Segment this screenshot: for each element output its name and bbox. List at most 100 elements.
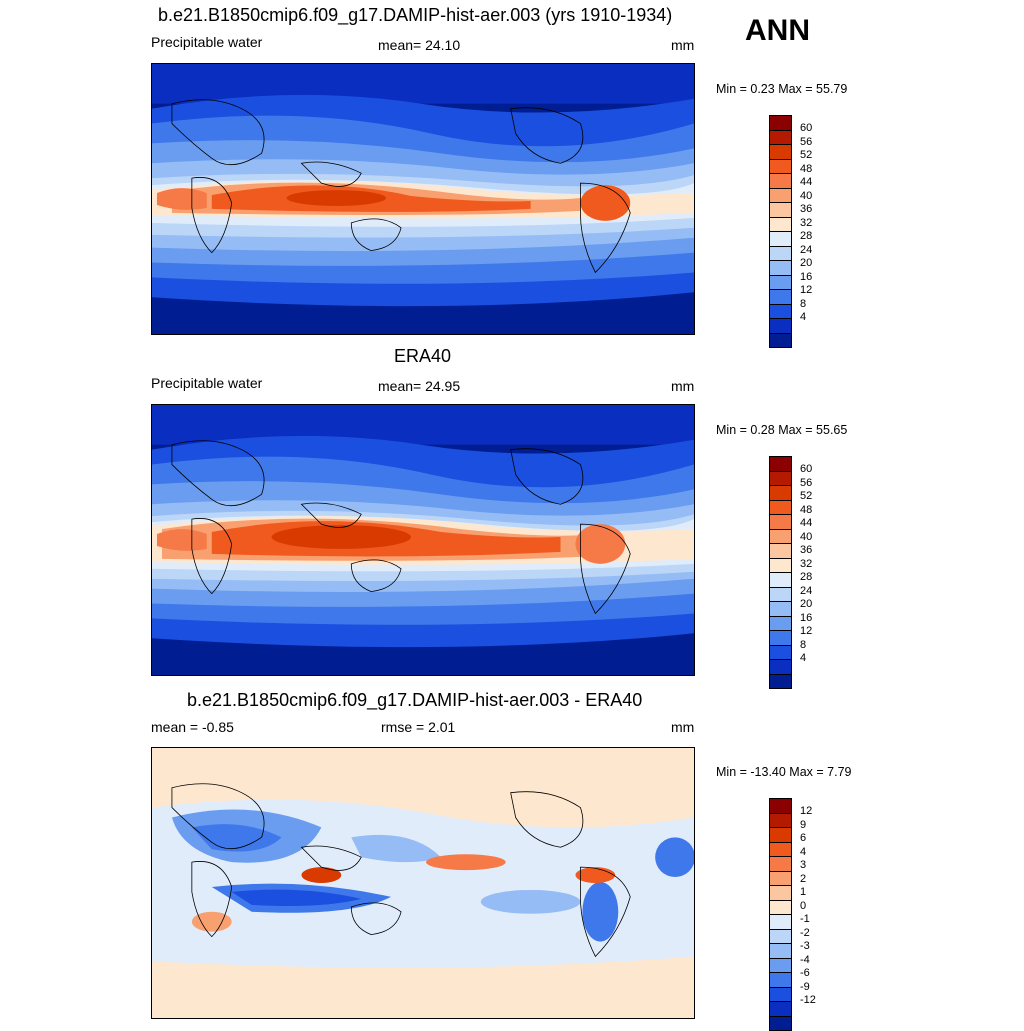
panel3-colorbar-label: -9 bbox=[800, 980, 810, 993]
panel3-colorbar-swatch bbox=[770, 957, 791, 972]
panel2-colorbar-swatch bbox=[770, 557, 791, 572]
panel1-colorbar-swatch bbox=[770, 144, 791, 159]
panel3-colorbar-label: -2 bbox=[800, 926, 810, 939]
panel2-colorbar-label: 8 bbox=[800, 638, 807, 651]
panel2-colorbar-swatch bbox=[770, 630, 791, 645]
panel2-map bbox=[151, 404, 695, 676]
panel2-colorbar-swatch bbox=[770, 586, 791, 601]
panel2-colorbar-swatch bbox=[770, 659, 791, 674]
panel1-field-plot bbox=[152, 64, 694, 334]
panel3-mean: mean = -0.85 bbox=[151, 719, 234, 735]
panel1-colorbar-swatch bbox=[770, 158, 791, 173]
panel1-colorbar-label: 44 bbox=[800, 176, 813, 188]
panel2-colorbar-label: 16 bbox=[800, 611, 813, 624]
panel2-colorbar-swatch bbox=[770, 485, 791, 500]
panel1-colorbar-swatch bbox=[770, 116, 791, 130]
panel3-colorbar-label: -6 bbox=[800, 967, 810, 979]
panel1-colorbar-swatch bbox=[770, 202, 791, 217]
panel1-colorbar bbox=[769, 115, 792, 348]
panel3-colorbar-swatch bbox=[770, 841, 791, 856]
panel3-colorbar-label: 4 bbox=[800, 845, 807, 858]
panel1-colorbar-label: 40 bbox=[800, 189, 813, 202]
panel2-colorbar-label: 44 bbox=[800, 517, 813, 529]
panel3-title: b.e21.B1850cmip6.f09_g17.DAMIP-hist-aer.… bbox=[187, 690, 643, 710]
panel2-colorbar-swatch bbox=[770, 601, 791, 616]
panel3-colorbar-swatch bbox=[770, 885, 791, 900]
panel2-colorbar-label: 20 bbox=[800, 598, 813, 610]
panel2-colorbar-swatch bbox=[770, 543, 791, 558]
panel3-colorbar-swatch bbox=[770, 899, 791, 914]
panel2-title: ERA40 bbox=[394, 346, 452, 366]
panel3-colorbar-label: -3 bbox=[800, 940, 810, 952]
panel2-colorbar-label: 24 bbox=[800, 584, 813, 597]
panel3-colorbar-swatch bbox=[770, 986, 791, 1001]
panel1-colorbar-label: 12 bbox=[800, 284, 813, 296]
panel3-colorbar-swatch bbox=[770, 799, 791, 813]
panel1-colorbar-swatch bbox=[770, 173, 791, 188]
panel3-colorbar-label: 2 bbox=[800, 872, 807, 885]
panel2-colorbar bbox=[769, 456, 792, 689]
panel2-colorbar-label: 48 bbox=[800, 503, 813, 516]
panel2-colorbar-swatch bbox=[770, 499, 791, 514]
panel2-colorbar-swatch bbox=[770, 470, 791, 485]
panel1-colorbar-label: 36 bbox=[800, 203, 813, 215]
panel1-minmax: Min = 0.23 Max = 55.79 bbox=[716, 82, 848, 96]
panel3-colorbar-label: 6 bbox=[800, 832, 807, 844]
panel3-colorbar-label: 0 bbox=[800, 899, 807, 912]
panel3-colorbar-swatch bbox=[770, 928, 791, 943]
panel1-title: b.e21.B1850cmip6.f09_g17.DAMIP-hist-aer.… bbox=[158, 5, 673, 25]
panel3-colorbar-swatch bbox=[770, 827, 791, 842]
panel3-colorbar-swatch bbox=[770, 943, 791, 958]
panel2-colorbar-label: 36 bbox=[800, 544, 813, 556]
panel1-colorbar-label: 32 bbox=[800, 216, 813, 229]
panel3-colorbar-swatch bbox=[770, 1015, 791, 1030]
panel1-variable-label: Precipitable water bbox=[151, 34, 263, 50]
panel2-colorbar-swatch bbox=[770, 644, 791, 659]
panel3-diff-plot bbox=[152, 748, 694, 1018]
panel2-colorbar-label: 4 bbox=[800, 652, 807, 664]
panel2-colorbar-label: 40 bbox=[800, 530, 813, 543]
panel1-colorbar-swatch bbox=[770, 216, 791, 231]
panel2-colorbar-label: 60 bbox=[800, 463, 813, 475]
panel2-colorbar-label: 32 bbox=[800, 557, 813, 570]
panel2-colorbar-swatch bbox=[770, 528, 791, 543]
panel3-colorbar-label: -12 bbox=[800, 994, 816, 1006]
panel3-rmse: rmse = 2.01 bbox=[381, 719, 456, 735]
panel1-colorbar-swatch bbox=[770, 260, 791, 275]
panel2-mean: mean= 24.95 bbox=[378, 378, 461, 394]
panel3-colorbar-swatch bbox=[770, 870, 791, 885]
panel2-units: mm bbox=[671, 378, 695, 394]
panel1-colorbar-swatch bbox=[770, 289, 791, 304]
panel1-colorbar-label: 8 bbox=[800, 297, 807, 310]
panel1-colorbar-swatch bbox=[770, 332, 791, 347]
panel3-colorbar-swatch bbox=[770, 1001, 791, 1016]
panel3-colorbar-label: 9 bbox=[800, 818, 807, 831]
panel2-minmax: Min = 0.28 Max = 55.65 bbox=[716, 423, 848, 437]
panel2-colorbar-swatch bbox=[770, 673, 791, 688]
panel3-minmax: Min = -13.40 Max = 7.79 bbox=[716, 765, 852, 779]
panel2-colorbar-label: 52 bbox=[800, 490, 813, 502]
panel2-colorbar-swatch bbox=[770, 572, 791, 587]
panel1-colorbar-label: 52 bbox=[800, 149, 813, 161]
season-label: ANN bbox=[745, 14, 810, 47]
panel1-colorbar-label: 56 bbox=[800, 135, 813, 148]
panel1-colorbar-swatch bbox=[770, 318, 791, 333]
panel3-colorbar-label: 12 bbox=[800, 805, 813, 817]
panel2-colorbar-swatch bbox=[770, 514, 791, 529]
panel1-colorbar-swatch bbox=[770, 187, 791, 202]
panel1-mean: mean= 24.10 bbox=[378, 37, 461, 53]
panel1-colorbar-swatch bbox=[770, 274, 791, 289]
panel2-field-plot bbox=[152, 405, 694, 675]
panel1-colorbar-label: 16 bbox=[800, 270, 813, 283]
panel3-colorbar-label: -4 bbox=[800, 953, 810, 966]
panel2-colorbar-label: 28 bbox=[800, 571, 813, 583]
panel3-colorbar-swatch bbox=[770, 972, 791, 987]
panel1-colorbar-label: 24 bbox=[800, 243, 813, 256]
panel1-colorbar-swatch bbox=[770, 231, 791, 246]
panel1-colorbar-label: 20 bbox=[800, 257, 813, 269]
panel1-colorbar-label: 48 bbox=[800, 162, 813, 175]
panel1-map bbox=[151, 63, 695, 335]
panel3-colorbar-label: -1 bbox=[800, 913, 810, 925]
panel2-colorbar-label: 56 bbox=[800, 476, 813, 489]
panel3-colorbar-label: 1 bbox=[800, 886, 807, 898]
